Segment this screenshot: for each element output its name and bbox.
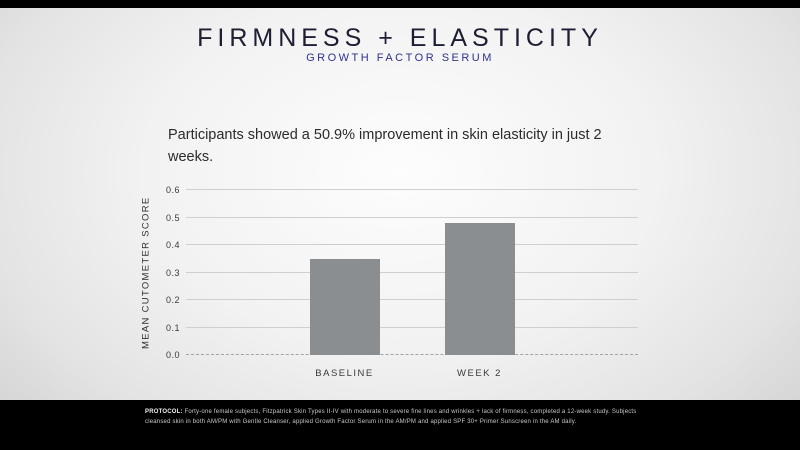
bar-group: BASELINE: [309, 190, 380, 379]
gridline: [186, 326, 638, 328]
x-tick-label: BASELINE: [315, 368, 374, 379]
y-tick-label: 0.6: [165, 185, 180, 195]
x-tick-label: WEEK 2: [457, 368, 502, 379]
protocol-text: Forty-one female subjects, Fitzpatrick S…: [145, 409, 637, 425]
y-tick-label: 0.0: [165, 350, 180, 360]
y-tick-label: 0.3: [165, 267, 180, 278]
y-tick-label: 0.5: [165, 212, 180, 223]
slide-subtitle: GROWTH FACTOR SERUM: [306, 52, 494, 64]
y-tick-label: 0.4: [165, 240, 180, 250]
gridline: [186, 189, 638, 190]
y-axis-title: MEAN CUTOMETER SCORE: [140, 196, 152, 349]
gridline: [186, 354, 638, 355]
page-title: FIRMNESS + ELASTICITY: [197, 24, 603, 52]
y-tick-label: 0.1: [165, 322, 180, 333]
protocol-label: PROTOCOL:: [145, 409, 183, 415]
gridline: [186, 216, 638, 218]
top-letterbox-bar: [0, 0, 800, 8]
body-text: Participants showed a 50.9% improvement …: [168, 127, 602, 165]
y-tick-label: 0.2: [165, 295, 180, 305]
gridline: [186, 244, 638, 245]
gridline: [186, 299, 638, 300]
bar-baseline: [309, 258, 380, 355]
bar-week-2: [444, 223, 515, 355]
plot-area: BASELINE WEEK 2: [186, 189, 638, 379]
bar-series: BASELINE WEEK 2: [186, 190, 638, 379]
bar-group: WEEK 2: [444, 190, 515, 379]
gridline: [186, 271, 638, 273]
bottom-letterbox-bar: PROTOCOL: Forty-one female subjects, Fit…: [0, 400, 800, 450]
y-axis-ticks: 0.0 0.1 0.2 0.3 0.4 0.5 0.6: [156, 185, 182, 360]
protocol-footnote: PROTOCOL: Forty-one female subjects, Fit…: [145, 408, 655, 427]
